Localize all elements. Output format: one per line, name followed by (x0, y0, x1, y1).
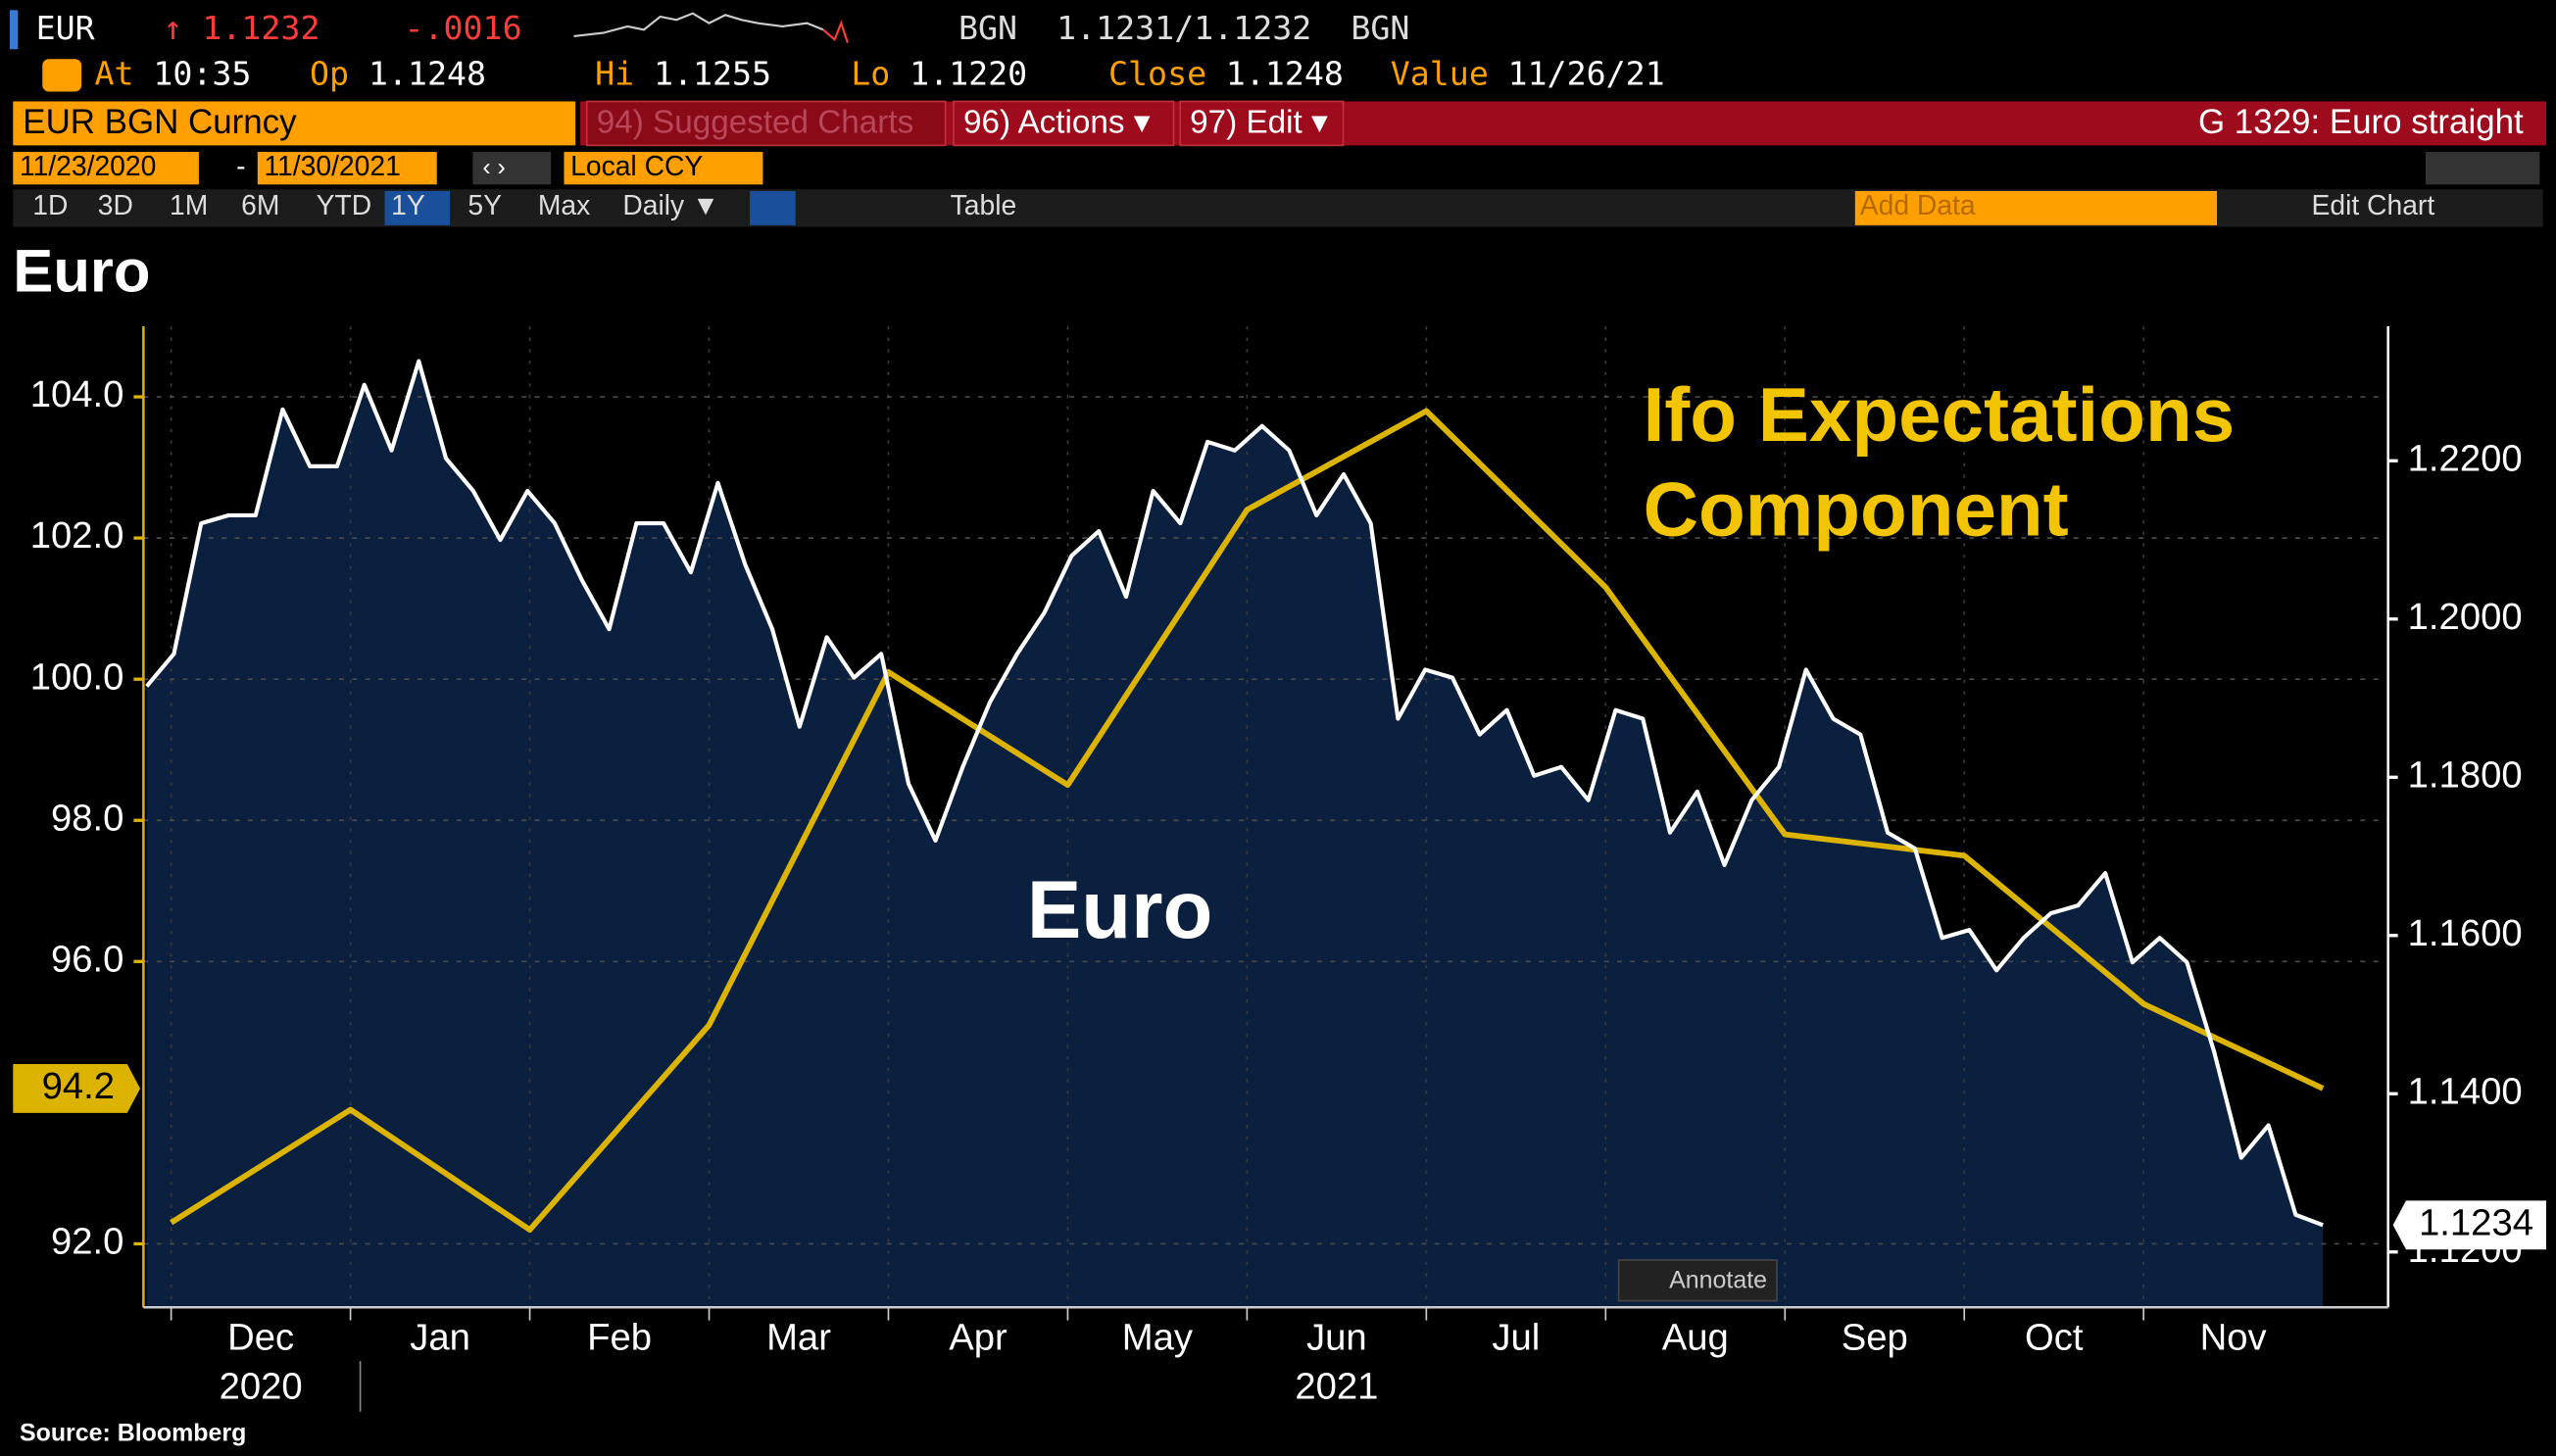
ifo-line (170, 408, 2325, 1234)
x-tick-label: Jul (1492, 1317, 1540, 1359)
sparkline-tail (822, 20, 849, 43)
area (146, 361, 2324, 1308)
security[interactable]: EUR BGN Curncy (23, 103, 297, 141)
x-tick-label: Aug (1662, 1317, 1729, 1359)
stat-label: Lo (851, 54, 890, 92)
menu-label: 97) Edit ▾ (1190, 105, 1328, 141)
x-tick-label: Jan (410, 1317, 470, 1359)
x-tick-label: Nov (2200, 1317, 2267, 1359)
y-tick-label: 92.0 (51, 1221, 123, 1263)
date-sep: - (236, 150, 245, 181)
period-button[interactable]: Max (538, 189, 590, 220)
stat-value: 10:35 (153, 54, 251, 92)
x-tick-label: Feb (587, 1317, 652, 1359)
year-label: 2020 (220, 1366, 303, 1408)
last-value-label: 1.1234 (2419, 1201, 2533, 1243)
y2-tick-label: 1.1800 (2408, 753, 2523, 796)
x-tick-label: Mar (766, 1317, 831, 1359)
x-tick-label: Dec (227, 1317, 294, 1359)
menu-button[interactable] (1179, 100, 1345, 147)
series-label: Euro (1027, 864, 1212, 955)
menu-button[interactable] (953, 100, 1175, 147)
y-tick-label: 100.0 (30, 655, 124, 698)
start-date[interactable]: 11/23/2020 (20, 150, 156, 181)
currency[interactable]: Local CCY (570, 150, 703, 181)
security-box (13, 101, 576, 146)
stat-label: Hi (595, 54, 634, 92)
chart-title: Euro (13, 238, 150, 306)
euro-line (145, 359, 2324, 1228)
stat-label: Value (1391, 54, 1489, 92)
annotate-label: Annotate (1669, 1266, 1767, 1293)
start-date-box (13, 152, 199, 185)
y2-tick-label: 1.1400 (2408, 1070, 2523, 1112)
frequency[interactable]: Daily ▼ (622, 189, 719, 220)
y-tick-label: 98.0 (51, 797, 123, 839)
stat-label: At (94, 54, 133, 92)
menu-button[interactable] (585, 100, 947, 147)
x-tick-label: Oct (2025, 1317, 2084, 1359)
stat-value: 1.1248 (1226, 54, 1344, 92)
clock-icon (42, 59, 82, 92)
stat-label: Op (310, 54, 349, 92)
stat-value: 11/26/21 (1508, 54, 1665, 92)
x-tick-label: Sep (1842, 1317, 1908, 1359)
chart-name: G 1329: Euro straight (2198, 103, 2524, 141)
period-button[interactable]: 1D (32, 189, 68, 220)
y2-tick-label: 1.1600 (2408, 912, 2523, 954)
period-button[interactable]: 6M (241, 189, 279, 220)
last-price: ↑ 1.1232 (163, 9, 320, 47)
last-value-label: 94.2 (42, 1065, 115, 1107)
table-button[interactable]: Table (951, 189, 1017, 220)
line-icon[interactable] (750, 190, 796, 225)
end-date[interactable]: 11/30/2021 (264, 150, 400, 181)
last-value-tag (2392, 1200, 2547, 1250)
annotation: Component (1644, 466, 2069, 553)
source: Source: Bloomberg (20, 1420, 246, 1447)
x-tick-label: Apr (949, 1317, 1008, 1359)
quote: BGN 1.1231/1.1232 BGN (958, 9, 1409, 47)
add-data[interactable]: Add Data (1860, 189, 1976, 220)
x-tick-label: May (1122, 1317, 1194, 1359)
year-label: 2021 (1295, 1366, 1378, 1408)
x-tick-label: Jun (1306, 1317, 1367, 1359)
y2-tick-label: 1.2000 (2408, 596, 2523, 638)
y-tick-label: 96.0 (51, 938, 123, 980)
add-data-box (1854, 190, 2218, 225)
period-selected (384, 190, 451, 225)
period-button[interactable]: 1Y (391, 189, 425, 220)
y-tick-label: 104.0 (30, 373, 124, 415)
y2-tick-label: 1.2200 (2408, 437, 2523, 479)
edit-chart[interactable]: Edit Chart (2312, 189, 2435, 220)
stat-label: Close (1108, 54, 1206, 92)
plot: Dec Jan Feb Mar Apr May Jun Jul Aug Sep Oct Nov 2020… (13, 326, 2547, 1412)
menu-label: 96) Actions ▾ (963, 105, 1151, 141)
sparkline (573, 12, 824, 38)
ticker: EUR (36, 9, 96, 47)
period-button[interactable]: 1M (170, 189, 208, 220)
currency-box (564, 152, 763, 185)
nav-arrows: ‹ › (482, 153, 506, 180)
annotation: Ifo Expectations (1644, 371, 2236, 458)
period-button[interactable]: 5Y (467, 189, 502, 220)
stat-value: 1.1248 (369, 54, 486, 92)
stat-value: 1.1220 (909, 54, 1027, 92)
last-value-tag (13, 1064, 141, 1113)
period-button[interactable]: 3D (98, 189, 133, 220)
undo-redo[interactable] (2425, 152, 2540, 185)
ticker-marker (9, 10, 19, 50)
stat-value: 1.1255 (654, 54, 771, 92)
period-button[interactable]: YTD (317, 189, 372, 220)
y-tick-label: 102.0 (30, 514, 124, 557)
menu-label: 94) Suggested Charts (597, 105, 913, 141)
change: -.0016 (404, 9, 521, 47)
annotate-button[interactable] (1617, 1259, 1778, 1302)
nav-buttons[interactable] (472, 152, 552, 185)
end-date-box (257, 152, 437, 185)
